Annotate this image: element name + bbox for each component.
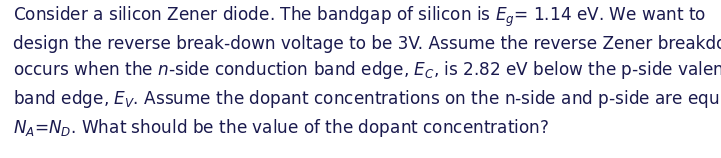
Text: Consider a silicon Zener diode. The bandgap of silicon is $E_g$= 1.14 eV. We wan: Consider a silicon Zener diode. The band…: [13, 5, 721, 139]
